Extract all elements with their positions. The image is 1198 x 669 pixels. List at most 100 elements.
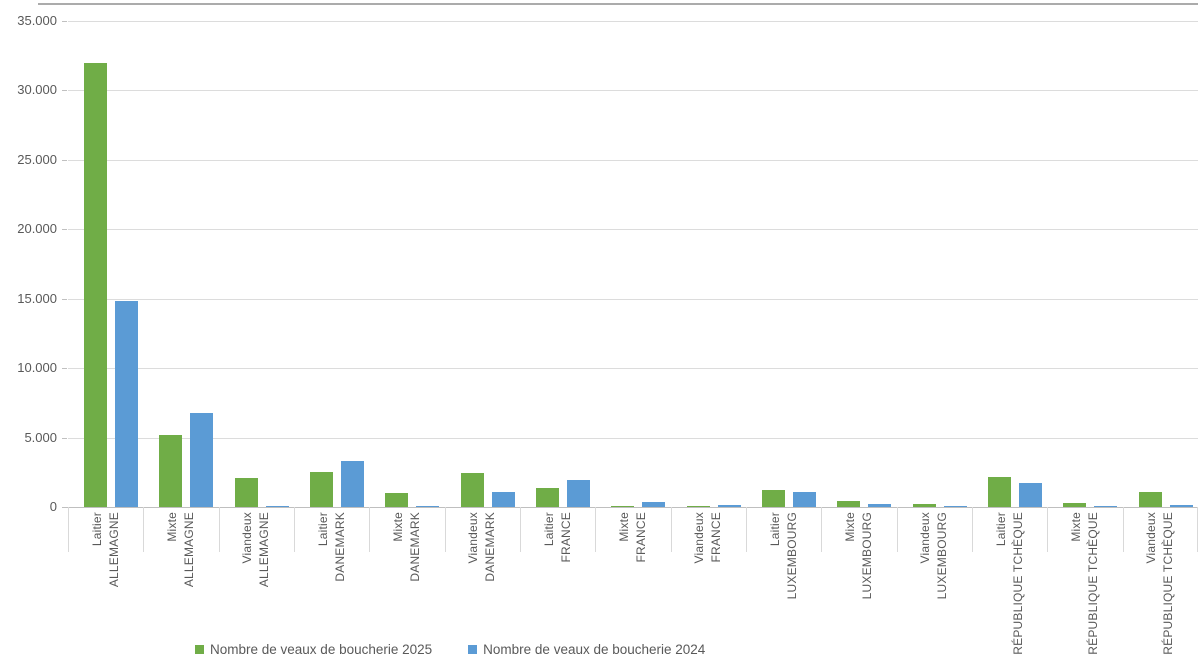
- gridline-30.000: [68, 90, 1198, 92]
- category-separator: [143, 507, 145, 552]
- x-label-group-text: Mixte: [842, 512, 857, 542]
- x-label-group-text: Laitier: [541, 512, 556, 547]
- x-label-country-text: ALLEMAGNE: [106, 512, 121, 588]
- top-border-line: [38, 3, 1198, 5]
- gridline-15.000: [68, 298, 1198, 300]
- y-axis-label-25.000: 25.000: [17, 151, 57, 167]
- bar-2025-viandeux-allemagne: [234, 477, 258, 507]
- y-tick-5.000: [62, 437, 67, 439]
- x-label-group-text: Viandeux: [240, 512, 255, 564]
- x-label-group-text: Mixte: [616, 512, 631, 542]
- category-separator: [670, 507, 672, 552]
- legend-marker-2025: [195, 644, 204, 654]
- bar-2025-mixte-france: [611, 505, 635, 507]
- bar-2025-laitier-danemark: [310, 471, 333, 507]
- y-axis-label-5.000: 5.000: [24, 429, 57, 445]
- gridline-10.000: [68, 368, 1198, 370]
- category-separator: [972, 507, 973, 552]
- gridline-35.000: [68, 21, 1198, 22]
- legend-label-2024: Nombre de veaux de boucherie 2024: [483, 641, 706, 657]
- x-label-laitier-allemagne: Laitier ALLEMAGNE: [68, 512, 143, 632]
- category-separator: [1047, 507, 1049, 552]
- x-label-mixte-république-tchèque: Mixte RÉPUBLIQUE TCHÈQUE: [1047, 512, 1122, 655]
- x-label-group-text: Mixte: [390, 512, 405, 542]
- x-label-group-text: Laitier: [315, 512, 330, 547]
- x-label-viandeux-république-tchèque: Viandeux RÉPUBLIQUE TCHÈQUE: [1123, 512, 1198, 655]
- bar-2024-viandeux-république-tchèque: [1169, 505, 1193, 507]
- bar-2025-mixte-luxembourg: [837, 501, 861, 507]
- x-label-group-text: Viandeux: [692, 512, 707, 564]
- gridline-25.000: [68, 159, 1198, 161]
- category-separator: [369, 507, 371, 552]
- y-axis-label-30.000: 30.000: [17, 82, 57, 98]
- category-separator: [746, 507, 747, 552]
- x-label-group-text: Laitier: [89, 512, 104, 547]
- bar-2025-viandeux-danemark: [460, 472, 484, 507]
- bar-2025-mixte-république-tchèque: [1063, 502, 1087, 507]
- x-label-group-text: Viandeux: [918, 512, 933, 564]
- category-separator: [896, 507, 898, 552]
- x-label-laitier-danemark: Laitier DANEMARK: [294, 512, 369, 632]
- x-label-viandeux-danemark: Viandeux DANEMARK: [445, 512, 520, 632]
- x-label-group-text: Viandeux: [1144, 512, 1159, 564]
- bar-2024-laitier-france: [567, 479, 590, 507]
- x-label-country-text: DANEMARK: [483, 512, 498, 582]
- x-label-country-text: DANEMARK: [407, 512, 422, 582]
- x-label-laitier-france: Laitier FRANCE: [520, 512, 595, 632]
- x-label-country-text: LUXEMBOURG: [935, 512, 950, 600]
- y-tick-10.000: [62, 368, 67, 370]
- bar-2025-laitier-république-tchèque: [988, 477, 1011, 507]
- x-axis-line: [62, 507, 1198, 508]
- y-tick-20.000: [62, 229, 67, 231]
- x-axis-labels: Laitier ALLEMAGNE Mixte ALLEMAGNE Viandeux AL…: [68, 512, 1198, 655]
- bar-2025-laitier-france: [536, 488, 559, 507]
- x-label-country-text: ALLEMAGNE: [257, 512, 272, 588]
- chart-legend: Nombre de veaux de boucherie 2025 Nombre…: [195, 640, 785, 658]
- bar-2024-mixte-france: [642, 502, 666, 507]
- bar-2024-mixte-allemagne: [190, 412, 214, 507]
- category-separator: [68, 507, 69, 552]
- bar-2024-viandeux-luxembourg: [943, 506, 967, 507]
- y-axis-label-15.000: 15.000: [17, 290, 57, 306]
- bar-2024-laitier-luxembourg: [793, 492, 816, 507]
- bar-2024-viandeux-allemagne: [265, 505, 289, 507]
- legend-label-2025: Nombre de veaux de boucherie 2025: [210, 641, 433, 657]
- y-tick-25.000: [62, 159, 67, 161]
- x-label-country-text: RÉPUBLIQUE TCHÈQUE: [1010, 512, 1025, 655]
- x-label-mixte-luxembourg: Mixte LUXEMBOURG: [821, 512, 896, 632]
- category-separator: [520, 507, 521, 552]
- bar-2025-viandeux-luxembourg: [912, 503, 936, 507]
- y-axis-label-35.000: 35.000: [17, 13, 57, 28]
- x-label-group-text: Laitier: [767, 512, 782, 547]
- category-separator: [1122, 507, 1124, 552]
- bar-2025-mixte-danemark: [385, 493, 409, 507]
- y-axis-label-20.000: 20.000: [17, 221, 57, 237]
- x-label-laitier-république-tchèque: Laitier RÉPUBLIQUE TCHÈQUE: [972, 512, 1047, 655]
- x-label-country-text: LUXEMBOURG: [784, 512, 799, 600]
- bar-2024-laitier-allemagne: [115, 301, 138, 507]
- category-separator: [444, 507, 446, 552]
- x-label-group-text: Mixte: [164, 512, 179, 542]
- x-label-country-text: FRANCE: [633, 512, 648, 563]
- category-separator: [294, 507, 295, 552]
- x-label-mixte-france: Mixte FRANCE: [595, 512, 670, 632]
- x-label-viandeux-allemagne: Viandeux ALLEMAGNE: [219, 512, 294, 632]
- x-label-viandeux-france: Viandeux FRANCE: [671, 512, 746, 632]
- bar-2024-viandeux-france: [717, 504, 741, 507]
- x-label-mixte-danemark: Mixte DANEMARK: [369, 512, 444, 632]
- gridline-5.000: [68, 437, 1198, 439]
- x-label-country-text: ALLEMAGNE: [181, 512, 196, 588]
- bar-2024-laitier-république-tchèque: [1019, 483, 1042, 507]
- bar-2024-mixte-danemark: [416, 506, 440, 507]
- bar-2024-laitier-danemark: [341, 461, 364, 507]
- y-tick-30.000: [62, 90, 67, 92]
- x-label-group-text: Laitier: [993, 512, 1008, 547]
- bar-2025-mixte-allemagne: [159, 434, 183, 507]
- gridline-20.000: [68, 229, 1198, 231]
- bar-2025-laitier-allemagne: [84, 62, 107, 507]
- x-label-group-text: Mixte: [1068, 512, 1083, 542]
- bar-2024-mixte-république-tchèque: [1094, 506, 1118, 507]
- x-label-group-text: Viandeux: [466, 512, 481, 564]
- x-label-viandeux-luxembourg: Viandeux LUXEMBOURG: [897, 512, 972, 632]
